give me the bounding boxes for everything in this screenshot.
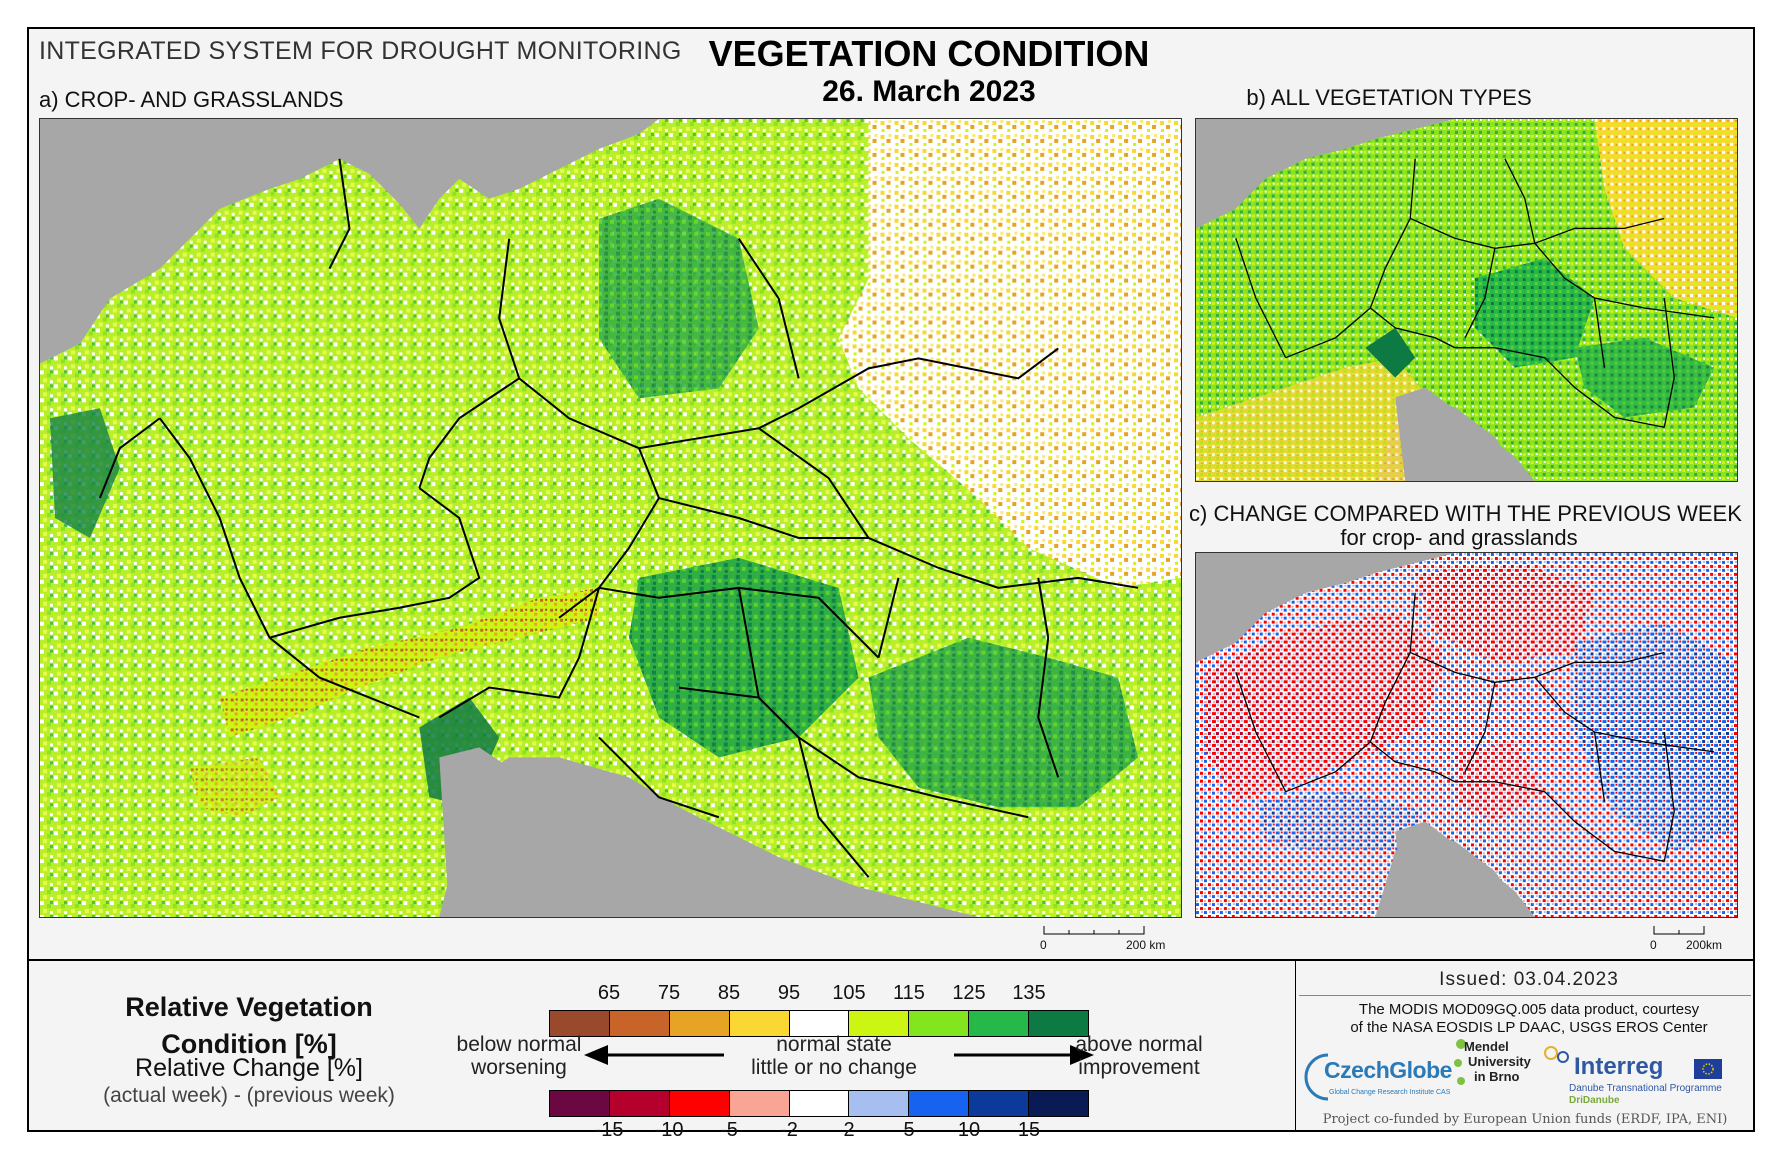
change-scale-swatch bbox=[729, 1091, 790, 1116]
legend-mid-line1: normal state bbox=[776, 1033, 892, 1056]
condition-scale-swatch bbox=[609, 1011, 670, 1036]
right-arrow-icon bbox=[954, 1045, 1094, 1065]
legend-right-text: above normal improvement bbox=[1059, 1033, 1219, 1079]
condition-scale-swatch bbox=[729, 1011, 790, 1036]
legend-change-formula: (actual week) - (previous week) bbox=[103, 1084, 395, 1107]
change-scale-swatch bbox=[669, 1091, 730, 1116]
panel-a-label: a) CROP- AND GRASSLANDS bbox=[39, 87, 344, 112]
interreg-logo-text: Interreg bbox=[1574, 1053, 1664, 1080]
condition-tick-label: 95 bbox=[777, 982, 801, 1004]
condition-scale-swatch bbox=[789, 1011, 850, 1036]
change-scale-swatch bbox=[609, 1091, 670, 1116]
condition-scale-swatch bbox=[1029, 1011, 1089, 1036]
legend-vertical-divider bbox=[1295, 961, 1296, 1131]
legend-divider bbox=[29, 959, 1753, 961]
scalebar-c-end: 200km bbox=[1686, 938, 1723, 952]
czechglobe-logo-text: CzechGlobe bbox=[1324, 1057, 1452, 1083]
change-tick-label: 2 bbox=[843, 1119, 855, 1141]
change-scale-swatch bbox=[1029, 1091, 1089, 1116]
scalebar-c: 0 200km bbox=[1644, 924, 1744, 954]
change-tick-label: 5 bbox=[903, 1119, 915, 1141]
change-scale-swatch bbox=[550, 1091, 610, 1116]
czechglobe-logo-subtext: Global Change Research Institute CAS bbox=[1329, 1089, 1451, 1096]
panel-b-label: b) ALL VEGETATION TYPES bbox=[1246, 85, 1532, 110]
scalebar-a: 0 200 km bbox=[1034, 924, 1184, 954]
credit-line2: of the NASA EOSDIS LP DAAC, USGS EROS Ce… bbox=[1350, 1019, 1708, 1036]
legend-left-line1: below normal bbox=[456, 1033, 582, 1056]
condition-scale-swatch bbox=[909, 1011, 970, 1036]
legend-mid-line2: little or no change bbox=[751, 1056, 917, 1079]
czechglobe-logo-icon bbox=[1304, 1053, 1329, 1101]
main-title: VEGETATION CONDITION bbox=[708, 33, 1150, 74]
issued-divider bbox=[1299, 995, 1751, 996]
condition-tick-label: 75 bbox=[657, 982, 681, 1004]
dridanube-text: DriDanube bbox=[1569, 1095, 1620, 1106]
eu-flag-icon bbox=[1694, 1059, 1722, 1079]
change-tick-label: 10 bbox=[957, 1119, 981, 1141]
panel-c-label: c) CHANGE COMPARED WITH THE PREVIOUS WEE… bbox=[1189, 501, 1742, 526]
condition-scale-swatch bbox=[969, 1011, 1030, 1036]
issued-date: Issued: 03.04.2023 bbox=[1439, 969, 1619, 990]
legend-right-line2: improvement bbox=[1078, 1056, 1200, 1079]
scalebar-a-end: 200 km bbox=[1126, 938, 1166, 952]
interreg-subtext: Danube Transnational Programme bbox=[1569, 1083, 1722, 1094]
condition-scale-swatch bbox=[849, 1011, 910, 1036]
change-tick-label: 15 bbox=[1017, 1119, 1041, 1141]
legend-right-line1: above normal bbox=[1075, 1033, 1203, 1056]
mendel-line3: in Brno bbox=[1474, 1069, 1520, 1084]
condition-tick-label: 115 bbox=[893, 982, 925, 1004]
change-tick-label: -10 bbox=[654, 1119, 684, 1141]
mendel-logo-text: Mendel University in Brno bbox=[1464, 1039, 1531, 1084]
map-crop-grasslands bbox=[39, 118, 1182, 918]
mendel-line2: University bbox=[1468, 1054, 1531, 1069]
change-scale-swatch bbox=[909, 1091, 970, 1116]
change-color-scale bbox=[549, 1090, 1089, 1117]
data-credit: The MODIS MOD09GQ.005 data product, cour… bbox=[1319, 1001, 1739, 1037]
change-tick-label: -5 bbox=[720, 1119, 738, 1141]
condition-tick-label: 105 bbox=[832, 982, 866, 1004]
figure-frame: INTEGRATED SYSTEM FOR DROUGHT MONITORING… bbox=[27, 27, 1755, 1141]
mendel-logo-icon bbox=[1454, 1039, 1466, 1085]
legend-title: Relative Vegetation Condition [%] bbox=[125, 992, 373, 1059]
system-title: INTEGRATED SYSTEM FOR DROUGHT MONITORING bbox=[39, 37, 682, 65]
condition-tick-label: 65 bbox=[597, 982, 621, 1004]
legend-left-line2: worsening bbox=[471, 1056, 567, 1079]
condition-tick-label: 125 bbox=[952, 982, 986, 1004]
legend-mid-text: normal state little or no change bbox=[719, 1033, 949, 1079]
legend-arrows bbox=[584, 1045, 1094, 1065]
scalebar-c-graphic bbox=[1653, 926, 1705, 935]
map-all-vegetation bbox=[1195, 118, 1738, 482]
scalebar-a-start: 0 bbox=[1040, 938, 1047, 952]
mendel-line1: Mendel bbox=[1464, 1039, 1509, 1054]
change-tick-label: -2 bbox=[780, 1119, 798, 1141]
cofund-note: Project co-funded by European Union fund… bbox=[1322, 1112, 1728, 1127]
scalebar-a-graphic bbox=[1043, 926, 1145, 935]
condition-color-scale bbox=[549, 1010, 1089, 1037]
left-arrow-icon bbox=[584, 1045, 724, 1065]
legend-left-text: below normal worsening bbox=[439, 1033, 599, 1079]
condition-tick-label: 135 bbox=[1012, 982, 1046, 1004]
interreg-swirl-icon bbox=[1544, 1046, 1569, 1063]
date-title: 26. March 2023 bbox=[822, 75, 1036, 108]
change-scale-swatch bbox=[849, 1091, 910, 1116]
scalebar-c-start: 0 bbox=[1650, 938, 1657, 952]
condition-scale-swatch bbox=[550, 1011, 610, 1036]
legend-change-title: Relative Change [%] bbox=[135, 1054, 363, 1082]
condition-scale-swatch bbox=[669, 1011, 730, 1036]
change-tick-label: -15 bbox=[594, 1119, 624, 1141]
change-scale-swatch bbox=[789, 1091, 850, 1116]
change-scale-swatch bbox=[969, 1091, 1030, 1116]
panel-c-sublabel: for crop- and grasslands bbox=[1340, 525, 1578, 550]
credit-line1: The MODIS MOD09GQ.005 data product, cour… bbox=[1358, 1001, 1700, 1018]
map-weekly-change bbox=[1195, 552, 1738, 918]
condition-tick-label: 85 bbox=[717, 982, 741, 1004]
